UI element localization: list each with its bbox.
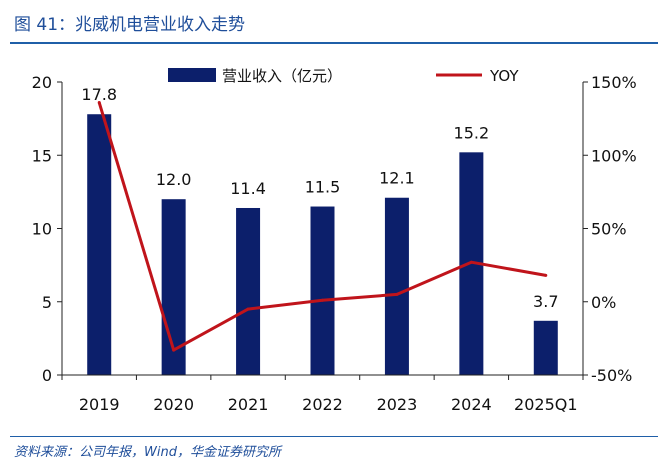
bar-label-2020: 12.0 — [156, 170, 192, 189]
right-tick-label: -50% — [591, 366, 632, 385]
legend-bar-label: 营业收入（亿元） — [222, 67, 342, 85]
bar-2022 — [310, 206, 335, 375]
x-tick-label: 2025Q1 — [514, 395, 578, 414]
bar-label-2025Q1: 3.7 — [533, 292, 558, 311]
yoy-point-2019 — [97, 101, 101, 105]
left-tick-label: 10 — [32, 220, 52, 239]
bar-label-2022: 11.5 — [305, 178, 341, 197]
x-tick-label: 2023 — [377, 395, 418, 414]
left-tick-label: 5 — [42, 293, 52, 312]
bar-label-2024: 15.2 — [454, 123, 490, 142]
bar-label-2021: 11.4 — [230, 179, 266, 198]
legend-line-label: YOY — [489, 67, 519, 85]
bar-2021 — [236, 207, 261, 375]
right-tick-label: 100% — [591, 146, 637, 165]
yoy-point-2025Q1 — [544, 273, 548, 277]
chart-title: 图 41：兆威机电营业收入走势 — [14, 15, 246, 35]
x-tick-label: 2021 — [228, 395, 269, 414]
right-tick-label: 150% — [591, 73, 637, 92]
bar-label-2019: 17.8 — [81, 85, 117, 104]
x-tick-label: 2020 — [153, 395, 194, 414]
yoy-point-2022 — [321, 298, 324, 302]
title-divider — [10, 42, 658, 44]
source-note: 资料来源：公司年报，Wind，华金证券研究所 — [14, 445, 281, 460]
left-tick-label: 0 — [42, 366, 52, 385]
chart-area: 17.8 12.0 11.4 11.5 12.1 15.2 3.7 0 5 10 15 20 -50%… — [32, 67, 637, 414]
legend-bar-swatch — [168, 68, 216, 82]
yoy-point-2024 — [469, 260, 473, 264]
bar-2019 — [87, 114, 112, 375]
bar-label-2023: 12.1 — [379, 169, 415, 188]
x-tick-label: 2022 — [302, 395, 343, 414]
right-tick-label: 50% — [591, 220, 627, 239]
yoy-point-2023 — [395, 292, 399, 296]
x-tick-label: 2019 — [79, 395, 120, 414]
x-tick-label: 2024 — [451, 395, 492, 414]
footer-divider — [10, 436, 658, 437]
bar-2023 — [384, 197, 409, 375]
yoy-point-2021 — [246, 307, 250, 311]
right-tick-label: 0% — [591, 293, 616, 312]
left-tick-label: 15 — [32, 146, 52, 165]
left-tick-label: 20 — [32, 73, 52, 92]
yoy-point-2020 — [172, 348, 176, 352]
bar-2025Q1 — [533, 320, 558, 375]
